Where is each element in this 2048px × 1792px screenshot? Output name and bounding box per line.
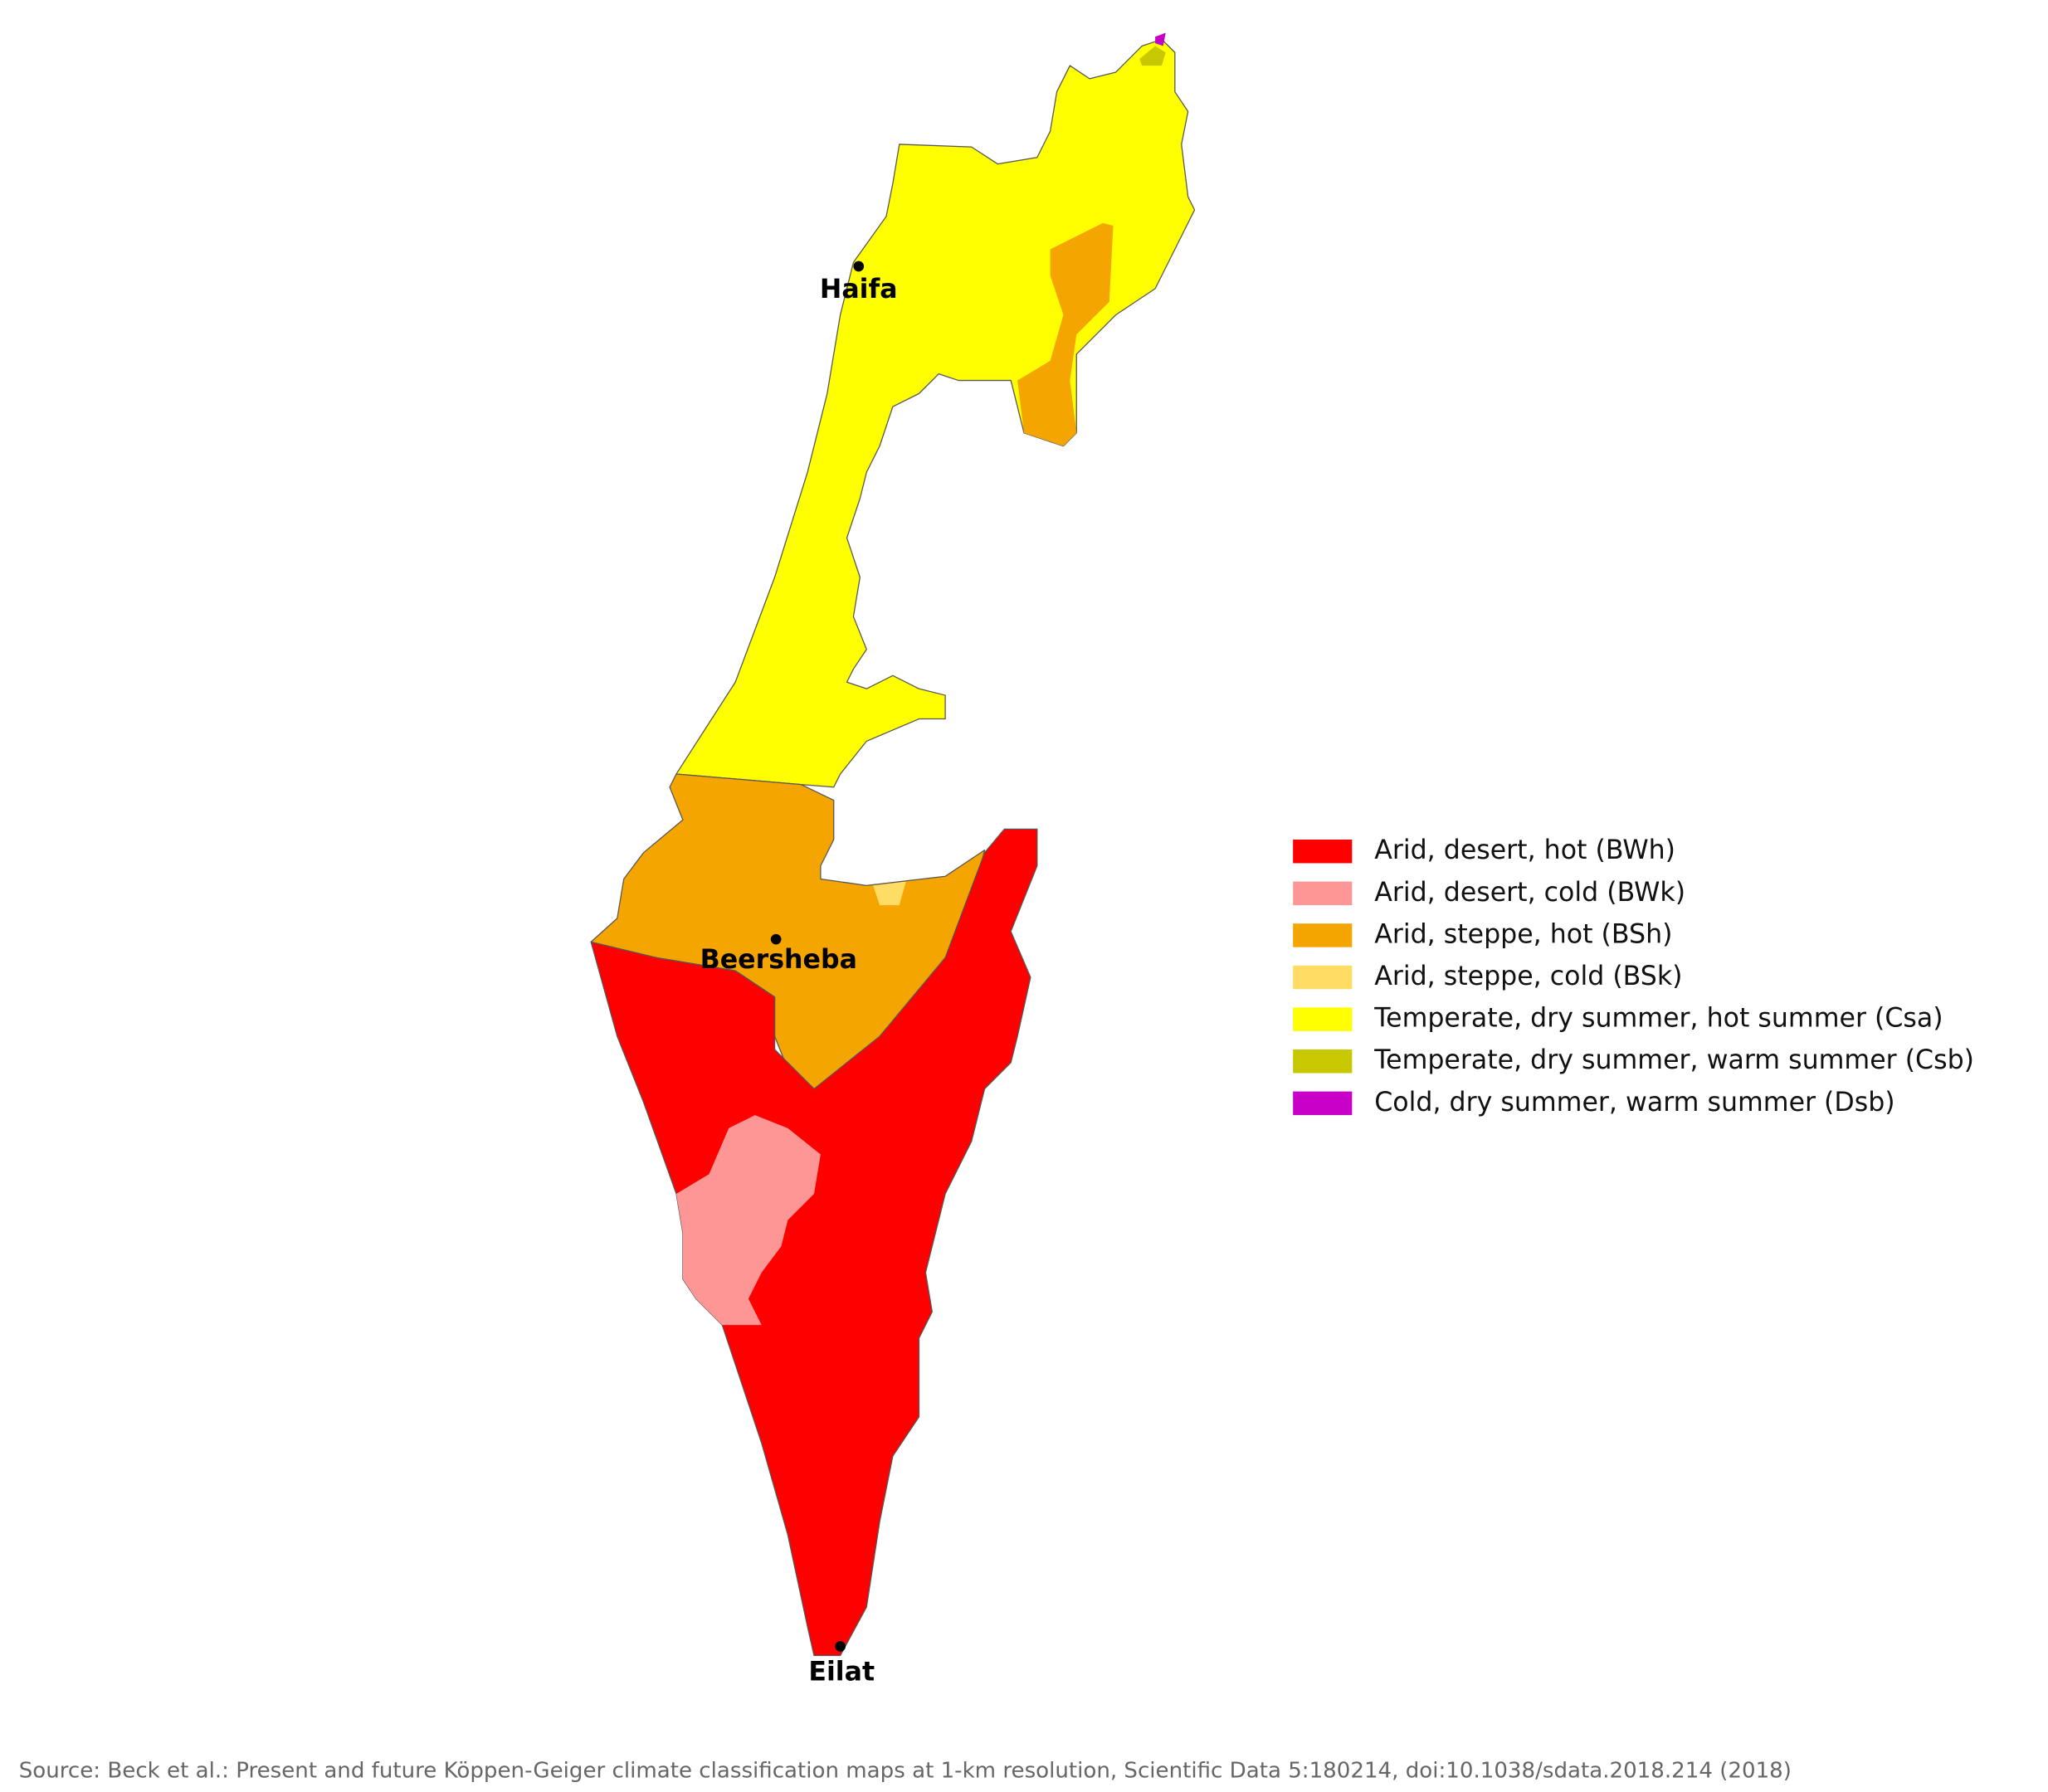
legend-swatch [1293, 1091, 1353, 1116]
legend-swatch [1293, 840, 1353, 864]
region-bsh-north [1017, 222, 1114, 446]
city-dot [853, 261, 865, 272]
legend-swatch [1293, 923, 1353, 947]
region-bsk [873, 881, 906, 906]
legend-label: Arid, desert, cold (BWk) [1374, 878, 1685, 908]
city-dot [770, 933, 782, 945]
region-csa [675, 38, 1196, 788]
legend-swatch [1293, 1007, 1353, 1031]
city-label: Eilat [808, 1658, 875, 1687]
region-dsb [1155, 32, 1166, 46]
city-label: Beersheba [700, 945, 857, 975]
legend: Arid, desert, hot (BWh) Arid, desert, col… [1293, 835, 1974, 1118]
region-bwk [675, 1115, 821, 1326]
legend-label: Arid, desert, hot (BWh) [1374, 835, 1675, 865]
source-note: Source: Beck et al.: Present and future … [19, 1759, 1792, 1784]
legend-label: Temperate, dry summer, warm summer (Csb) [1373, 1045, 1974, 1075]
legend-swatch [1293, 965, 1353, 990]
city-label: Haifa [820, 275, 898, 304]
legend-label: Temperate, dry summer, hot summer (Csa) [1373, 1004, 1943, 1034]
region-csb [1139, 46, 1166, 66]
city-dot [835, 1641, 846, 1652]
legend-label: Cold, dry summer, warm summer (Dsb) [1374, 1088, 1894, 1118]
legend-swatch [1293, 1049, 1353, 1074]
legend-swatch [1293, 881, 1353, 906]
legend-label: Arid, steppe, cold (BSk) [1374, 962, 1682, 991]
map [590, 32, 1196, 1657]
legend-label: Arid, steppe, hot (BSh) [1374, 919, 1672, 949]
